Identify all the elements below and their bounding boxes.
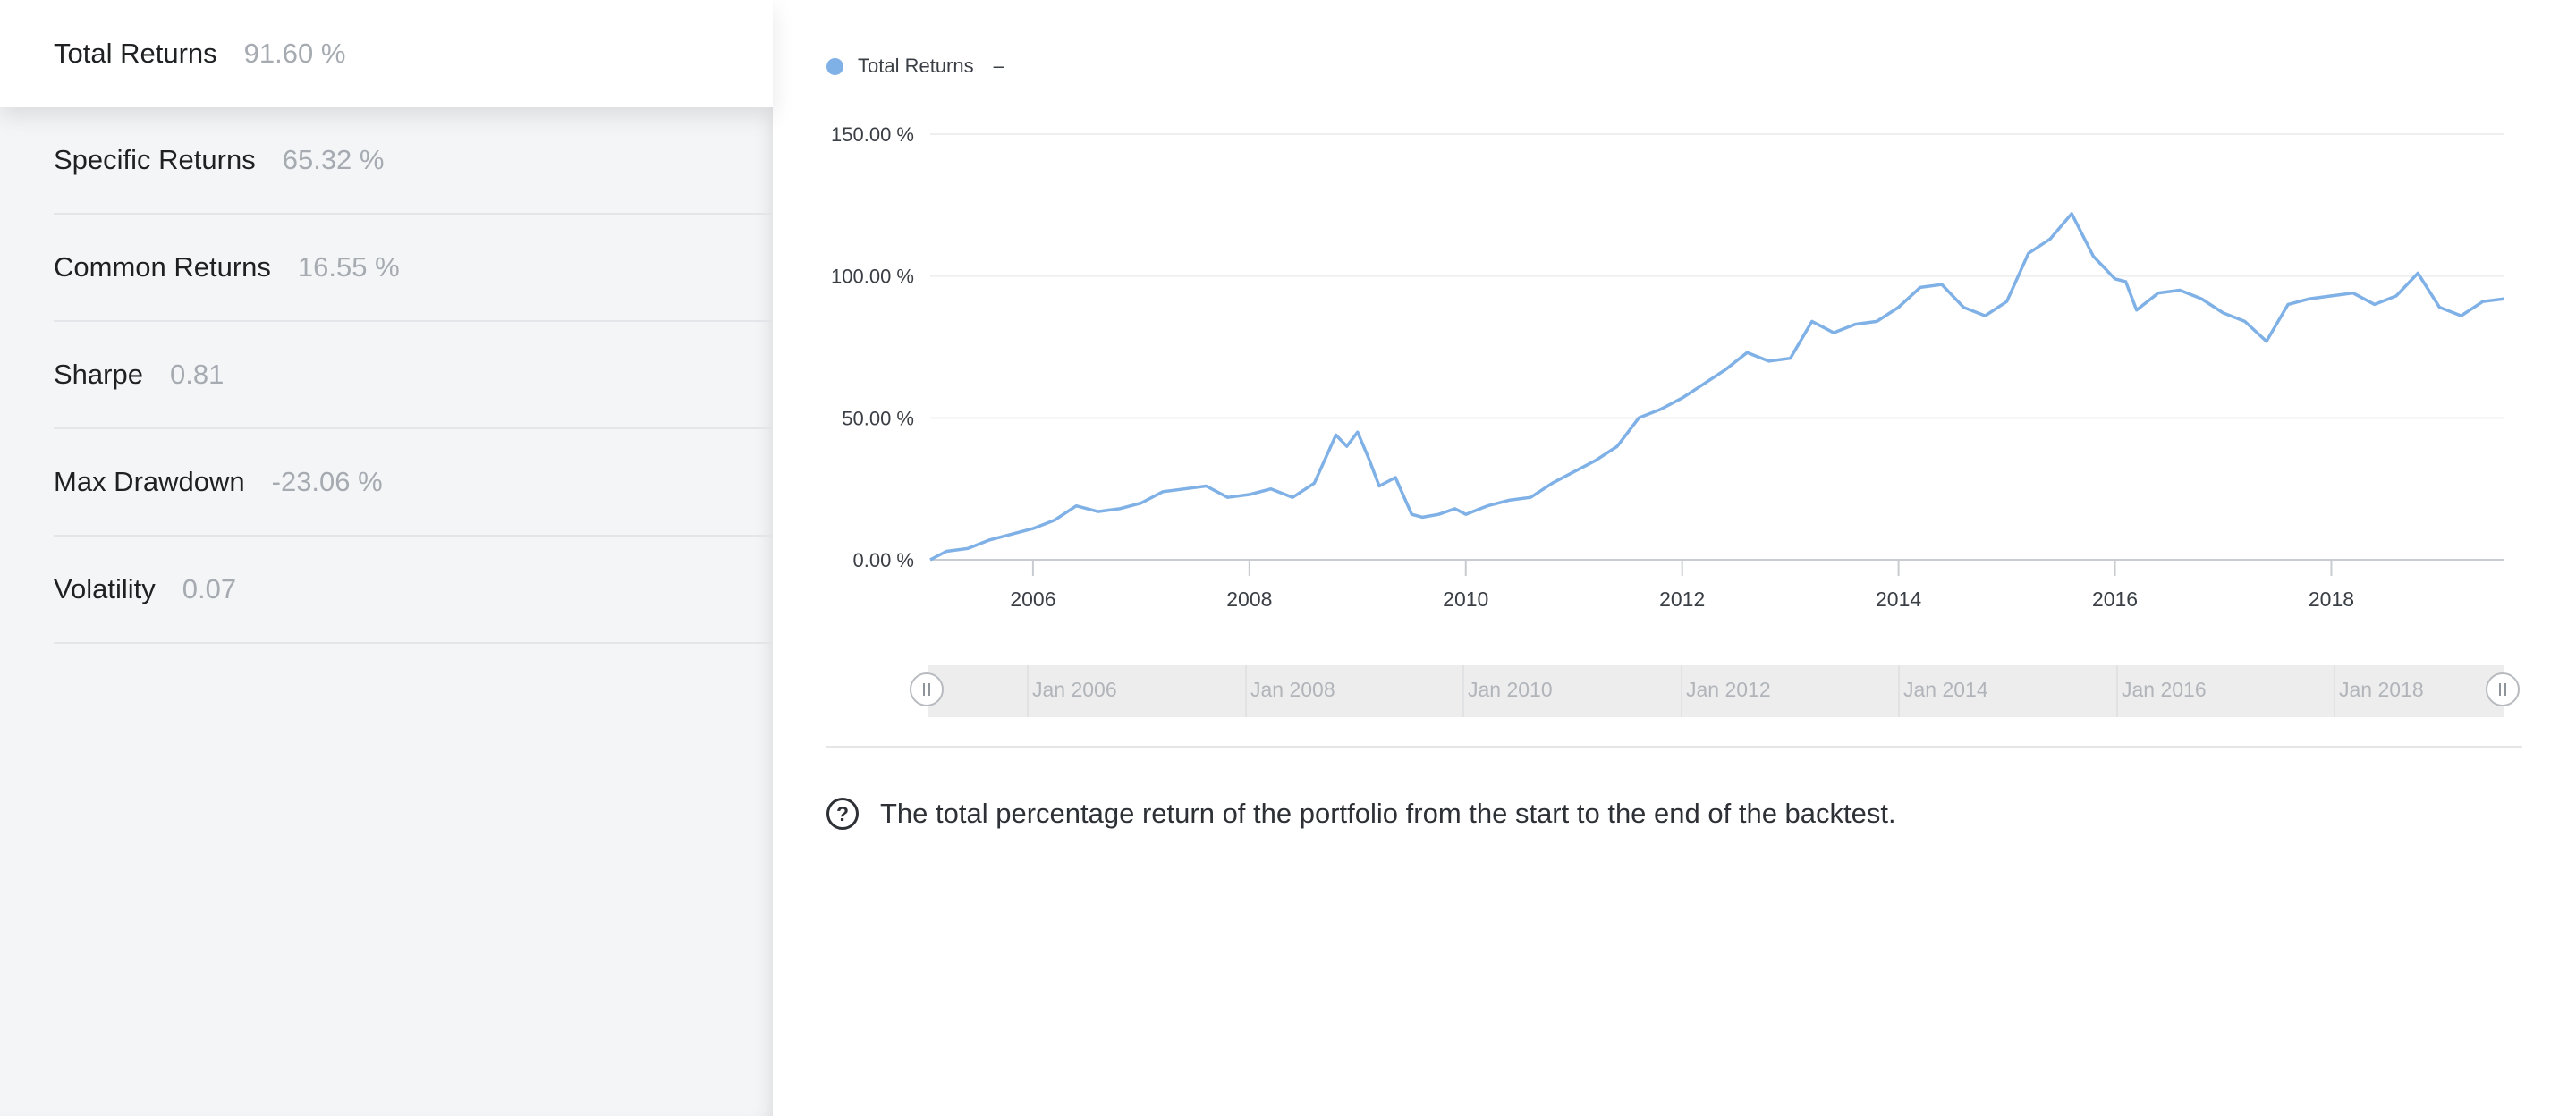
- series-line: [929, 212, 2505, 562]
- metric-total-returns[interactable]: Total Returns 91.60 %: [0, 0, 773, 107]
- navigator-label: Jan 2006: [1032, 678, 1117, 701]
- divider: [826, 746, 2522, 748]
- range-navigator[interactable]: Jan 2006 Jan 2008 Jan 2010 Jan 2012 Jan …: [928, 665, 2504, 717]
- navigator-label: Jan 2008: [1250, 678, 1335, 701]
- metric-value: -23.06 %: [271, 466, 383, 497]
- metric-label: Sharpe: [54, 359, 143, 390]
- x-tick-label: 2016: [2092, 588, 2138, 611]
- navigator-tick: [2116, 665, 2118, 717]
- metrics-sidebar: Total Returns 91.60 % Specific Returns 6…: [0, 0, 773, 1116]
- metric-volatility[interactable]: Volatility 0.07: [54, 537, 773, 644]
- y-tick-label: 100.00 %: [831, 266, 914, 288]
- legend-marker-icon: [826, 57, 843, 75]
- navigator-tick: [1898, 665, 1900, 717]
- navigator-tick: [1027, 665, 1029, 717]
- metric-label: Common Returns: [54, 251, 271, 283]
- x-tick-label: 2008: [1226, 588, 1272, 611]
- metric-value: 0.07: [182, 573, 237, 604]
- metric-value: 65.32 %: [282, 144, 385, 175]
- navigator-tick: [2334, 665, 2335, 717]
- metric-common-returns[interactable]: Common Returns 16.55 %: [54, 215, 773, 322]
- x-tick-label: 2010: [1443, 588, 1488, 611]
- y-tick-label: 150.00 %: [831, 123, 914, 146]
- description-text: The total percentage return of the portf…: [880, 798, 1896, 829]
- metric-label: Total Returns: [54, 38, 217, 69]
- metric-specific-returns[interactable]: Specific Returns 65.32 %: [54, 107, 773, 215]
- question-icon[interactable]: ?: [826, 798, 859, 830]
- metric-label: Specific Returns: [54, 144, 256, 175]
- navigator-tick: [1462, 665, 1464, 717]
- navigator-tick: [1681, 665, 1682, 717]
- metric-label: Max Drawdown: [54, 466, 245, 497]
- x-tick-label: 2012: [1659, 588, 1705, 611]
- navigator-label: Jan 2018: [2339, 678, 2424, 701]
- navigator-tick: [1245, 665, 1247, 717]
- navigator-label: Jan 2012: [1686, 678, 1771, 701]
- legend-value: –: [993, 55, 1004, 77]
- chart-legend[interactable]: Total Returns –: [826, 52, 1004, 80]
- x-tick-label: 2006: [1010, 588, 1055, 611]
- x-tick-label: 2014: [1876, 588, 1921, 611]
- navigator-label: Jan 2014: [1903, 678, 1988, 701]
- navigator-label: Jan 2016: [2122, 678, 2207, 701]
- metric-value: 0.81: [169, 359, 225, 390]
- metric-value: 91.60 %: [243, 38, 346, 69]
- metric-description: ? The total percentage return of the por…: [826, 798, 1896, 830]
- x-tick-label: 2018: [2309, 588, 2354, 611]
- legend-label: Total Returns: [858, 55, 974, 77]
- metric-sharpe[interactable]: Sharpe 0.81: [54, 322, 773, 429]
- y-tick-label: 0.00 %: [853, 549, 915, 571]
- metric-max-drawdown[interactable]: Max Drawdown -23.06 %: [54, 429, 773, 537]
- metric-value: 16.55 %: [297, 251, 400, 283]
- navigator-right-handle[interactable]: [2486, 672, 2520, 706]
- navigator-label: Jan 2010: [1468, 678, 1553, 701]
- y-tick-label: 50.00 %: [842, 407, 914, 429]
- metric-label: Volatility: [54, 573, 156, 604]
- navigator-left-handle[interactable]: [910, 672, 944, 706]
